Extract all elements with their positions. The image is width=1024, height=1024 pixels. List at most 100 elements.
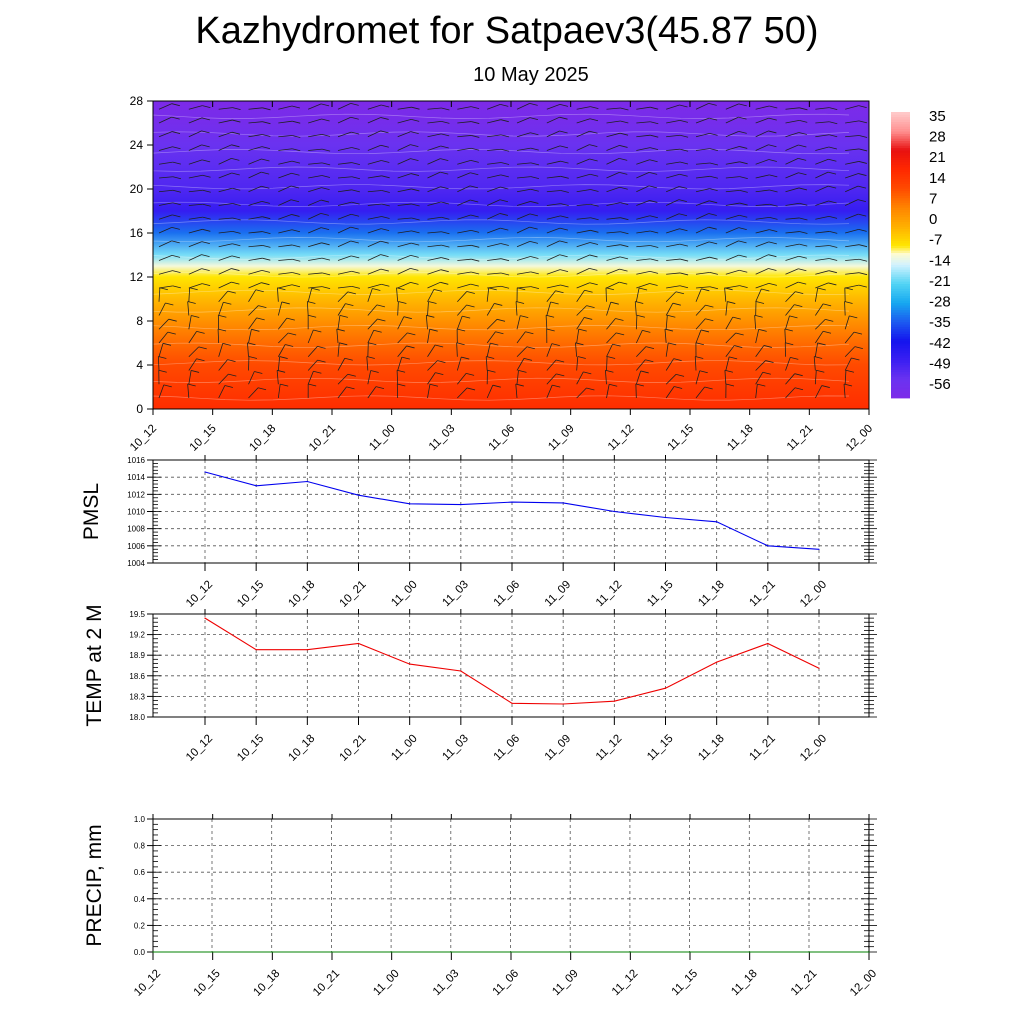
wind-barb	[546, 203, 561, 206]
wind-barb	[636, 283, 650, 289]
colorbar-segment	[891, 252, 910, 256]
wind-barb-flag	[317, 345, 326, 349]
heatmap-x-tick-label: 10_21	[307, 423, 338, 454]
wind-barb	[784, 328, 786, 344]
wind-barb	[516, 201, 531, 206]
wind-barb-flag	[196, 330, 205, 334]
colorbar-segment	[891, 154, 910, 158]
heatmap-y-tick-label: 8	[136, 314, 143, 328]
wind-barb	[457, 121, 472, 124]
wind-barb	[755, 345, 765, 357]
wind-barb-flag	[461, 356, 470, 360]
pmsl-point	[306, 480, 308, 483]
wind-barb-flag	[470, 230, 480, 233]
wind-barb-flag	[849, 315, 858, 319]
wind-barb	[635, 287, 640, 302]
colorbar-segment	[891, 228, 910, 232]
wind-barb	[218, 268, 232, 275]
wind-barb	[367, 288, 373, 302]
wind-barb-flag	[308, 314, 317, 318]
wind-barb-flag	[198, 346, 207, 350]
wind-barb	[188, 287, 191, 302]
colorbar-segment	[891, 328, 910, 332]
wind-barb-flag	[768, 130, 777, 134]
wind-barb	[516, 256, 531, 261]
wind-barb-flag	[789, 315, 798, 319]
wind-barb-flag	[675, 373, 685, 377]
colorbar-segment	[891, 336, 910, 339]
wind-barb	[785, 187, 800, 193]
wind-barb-flag	[560, 190, 569, 193]
wind-barb-flag	[798, 268, 807, 272]
wind-barb	[308, 272, 323, 275]
wind-barb-flag	[559, 269, 569, 272]
wind-barb-flag	[732, 316, 741, 320]
wind-barb-flag	[172, 202, 181, 206]
wind-barb-flag	[858, 161, 867, 164]
wind-barb	[248, 305, 259, 316]
wind-barb-flag	[520, 315, 529, 319]
wind-barb	[397, 254, 411, 261]
wind-barb	[576, 289, 585, 302]
temp2m-point	[664, 687, 667, 689]
wind-barb	[277, 384, 281, 399]
pmsl-y-tick-label: 1010	[127, 508, 145, 517]
wind-barb-flag	[496, 318, 506, 322]
wind-barb	[248, 185, 262, 193]
temp2m-x-tick-label: 11_15	[645, 733, 676, 764]
wind-barb-flag	[768, 117, 777, 121]
wind-barb-flag	[678, 213, 688, 217]
wind-barb-flag	[456, 342, 465, 346]
wind-barb	[336, 329, 339, 344]
wind-barb-flag	[291, 172, 300, 176]
wind-barb	[814, 342, 818, 357]
wind-barb	[308, 148, 323, 151]
wind-barb-flag	[545, 314, 555, 318]
wind-barb	[546, 343, 553, 357]
wind-barb-flag	[351, 285, 360, 289]
wind-barb	[725, 316, 734, 330]
wind-barb-flag	[769, 189, 778, 193]
wind-barb-flag	[828, 270, 837, 274]
wind-barb	[665, 315, 668, 330]
wind-barb	[725, 269, 740, 275]
wind-barb-flag	[768, 241, 777, 245]
wind-barb	[278, 214, 292, 220]
wind-barb-flag	[649, 270, 659, 274]
wind-barb-flag	[589, 158, 598, 162]
wind-barb-flag	[758, 328, 767, 332]
wind-barb-flag	[709, 200, 718, 204]
wind-barb-flag	[308, 383, 317, 387]
wind-barb-flag	[858, 272, 868, 276]
wind-barb-flag	[620, 120, 629, 124]
wind-barb-flag	[635, 383, 644, 387]
wind-barb	[218, 373, 229, 385]
wind-barb-flag	[515, 383, 524, 387]
colorbar-segment	[891, 202, 910, 206]
wind-barb-flag	[470, 283, 479, 287]
wind-barb	[844, 331, 855, 344]
wind-barb-flag	[500, 186, 509, 190]
wind-barb	[695, 318, 706, 330]
wind-barb-flag	[851, 357, 860, 361]
wind-barb-flag	[739, 189, 748, 193]
wind-barb-flag	[313, 329, 322, 333]
wind-barb-flag	[635, 301, 644, 304]
wind-barb-flag	[202, 159, 211, 163]
colorbar-segment	[891, 321, 910, 325]
colorbar-segment	[891, 357, 910, 361]
wind-barb	[725, 356, 730, 371]
wind-barb-flag	[829, 258, 838, 261]
wind-barb-flag	[642, 329, 651, 333]
wind-barb-flag	[191, 370, 200, 373]
wind-barb-flag	[829, 134, 838, 138]
wind-barb-flag	[380, 268, 389, 272]
precip-x-tick-label: 10_15	[192, 968, 223, 999]
colorbar-segment	[891, 338, 910, 342]
wind-barb	[188, 228, 203, 234]
wind-barb-flag	[202, 189, 211, 193]
wind-barb-flag	[262, 245, 271, 248]
wind-barb	[278, 135, 293, 138]
wind-barb	[755, 372, 764, 385]
heatmap-x-tick-label: 11_12	[606, 423, 637, 454]
